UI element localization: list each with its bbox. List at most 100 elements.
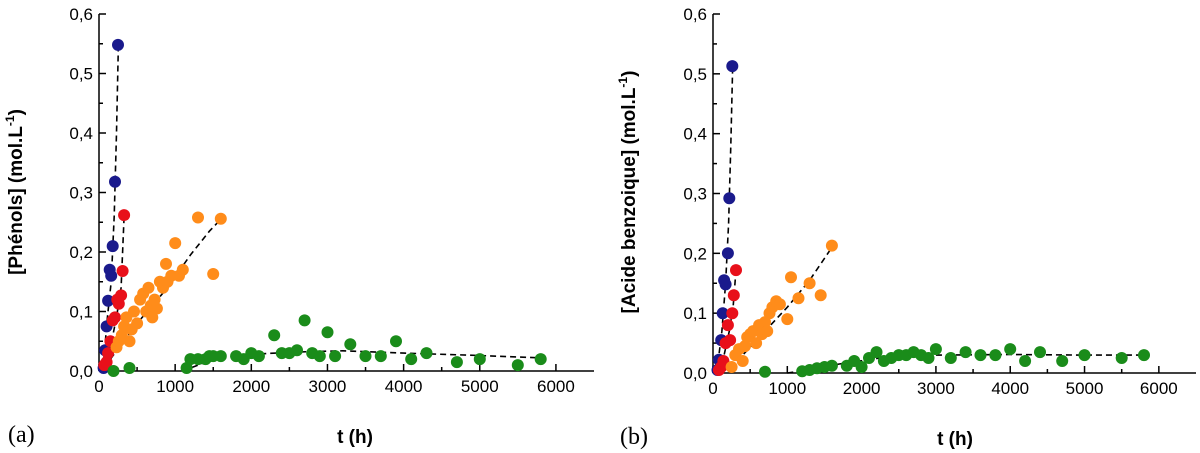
data-point-blue [723, 192, 736, 205]
panel-b: 0,0 0,1 0,2 0,3 0,4 0,5 0,6 0 1000 2000 3000 4000 50… [616, 5, 1196, 450]
data-point-orange [785, 271, 797, 284]
x-tick-label: 1000 [768, 379, 806, 398]
x-tick-label: 2000 [843, 379, 881, 398]
data-point-red [118, 209, 131, 222]
data-point-orange [176, 263, 189, 276]
data-point-green [450, 356, 463, 369]
data-point-red [721, 319, 734, 332]
data-point-green [344, 338, 357, 351]
data-point-blue [102, 294, 115, 307]
data-point-orange [146, 311, 159, 324]
y-tick-label: 0,2 [69, 243, 93, 262]
data-point-red [717, 355, 730, 367]
y-axis-title-close: ) [619, 71, 640, 77]
data-point-green [944, 352, 957, 364]
data-point-red [102, 347, 115, 360]
data-point-orange [781, 313, 794, 326]
data-point-green [390, 335, 402, 348]
data-point-green [374, 350, 387, 363]
y-tick-label: 0,3 [683, 185, 707, 204]
x-axis-title: t (h) [937, 429, 973, 450]
data-point-orange [192, 211, 204, 224]
data-point-orange [736, 355, 749, 367]
data-point-blue [716, 307, 729, 320]
x-axis-title: t (h) [337, 427, 373, 448]
y-axis-title: [Phénols] (mol.L-1) [3, 109, 27, 275]
y-tick-label: 0,0 [69, 362, 93, 381]
data-point-orange [759, 316, 771, 329]
x-tick-label: 5000 [461, 377, 499, 396]
x-tick-label: 3000 [309, 377, 347, 396]
panel-label: (a) [8, 422, 35, 448]
data-point-red [727, 289, 740, 302]
data-point-green [1056, 355, 1069, 367]
data-point-orange [750, 337, 763, 350]
data-point-green [321, 326, 334, 339]
data-point-orange [739, 340, 751, 353]
y-tick-label: 0,3 [69, 184, 93, 203]
data-point-red [726, 307, 739, 320]
data-point-blue [721, 247, 734, 260]
data-point-green [329, 350, 342, 363]
data-point-orange [725, 361, 738, 373]
data-point-red [724, 334, 737, 347]
data-point-green [1078, 349, 1091, 362]
x-tick-label: 6000 [1140, 379, 1178, 398]
y-tick-label: 0,5 [69, 65, 93, 84]
y-tick-label: 0,6 [683, 5, 707, 24]
data-point-green [870, 346, 883, 359]
x-tick-label: 3000 [917, 379, 955, 398]
x-tick-label: 4000 [991, 379, 1029, 398]
data-point-green [298, 314, 311, 327]
y-tick-label: 0,1 [69, 303, 93, 322]
y-tick-label: 0,5 [683, 65, 707, 84]
data-point-blue [109, 175, 121, 188]
data-point-orange [169, 237, 182, 250]
x-tick-label: 2000 [232, 377, 270, 396]
data-point-green [107, 365, 120, 377]
data-point-orange [142, 281, 155, 294]
panel-a: 0,0 0,1 0,2 0,3 0,4 0,5 0,6 0 1000 2000 3000 4000 50… [3, 5, 594, 448]
x-tick-label: 4000 [385, 377, 423, 396]
data-point-green [534, 353, 547, 366]
x-tick-label: 1000 [156, 377, 194, 396]
data-point-green [825, 359, 838, 372]
data-point-green [268, 329, 281, 342]
data-point-orange [123, 335, 136, 348]
data-point-red [109, 311, 121, 324]
data-point-green [1004, 343, 1017, 356]
data-point-orange [792, 292, 805, 305]
x-tick-label: 6000 [537, 377, 575, 396]
data-point-orange [160, 257, 172, 270]
data-point-blue [719, 278, 732, 291]
data-point-red [115, 289, 128, 302]
data-point-green [1138, 349, 1150, 362]
y-axis-title-main: [Acide benzoique] (mol.L [619, 87, 640, 313]
data-point-blue [105, 269, 118, 282]
data-point-green [511, 359, 524, 372]
data-point-green [929, 343, 942, 356]
data-point-orange [825, 239, 838, 252]
data-point-orange [207, 268, 220, 280]
y-axis-title: [Acide benzoique] (mol.L-1) [616, 71, 640, 314]
y-axis-title-main: [Phénols] (mol.L [6, 126, 27, 275]
y-tick-label: 0,4 [683, 125, 707, 144]
data-point-red [100, 356, 113, 369]
data-point-green [420, 347, 433, 360]
data-point-green [922, 352, 935, 364]
data-point-blue [112, 38, 124, 51]
y-tick-label: 0,1 [683, 304, 707, 323]
data-point-green [959, 346, 972, 359]
data-point-green [1034, 346, 1046, 359]
data-point-green [123, 362, 136, 374]
data-point-orange [214, 212, 227, 225]
data-point-green [473, 353, 486, 366]
data-point-green [1019, 355, 1032, 367]
data-point-green [291, 344, 303, 357]
x-tick-label: 5000 [1066, 379, 1104, 398]
y-axis-title-superscript: -1 [616, 77, 630, 88]
data-point-blue [726, 60, 739, 73]
data-point-green [759, 365, 771, 378]
data-point-orange [773, 298, 786, 311]
